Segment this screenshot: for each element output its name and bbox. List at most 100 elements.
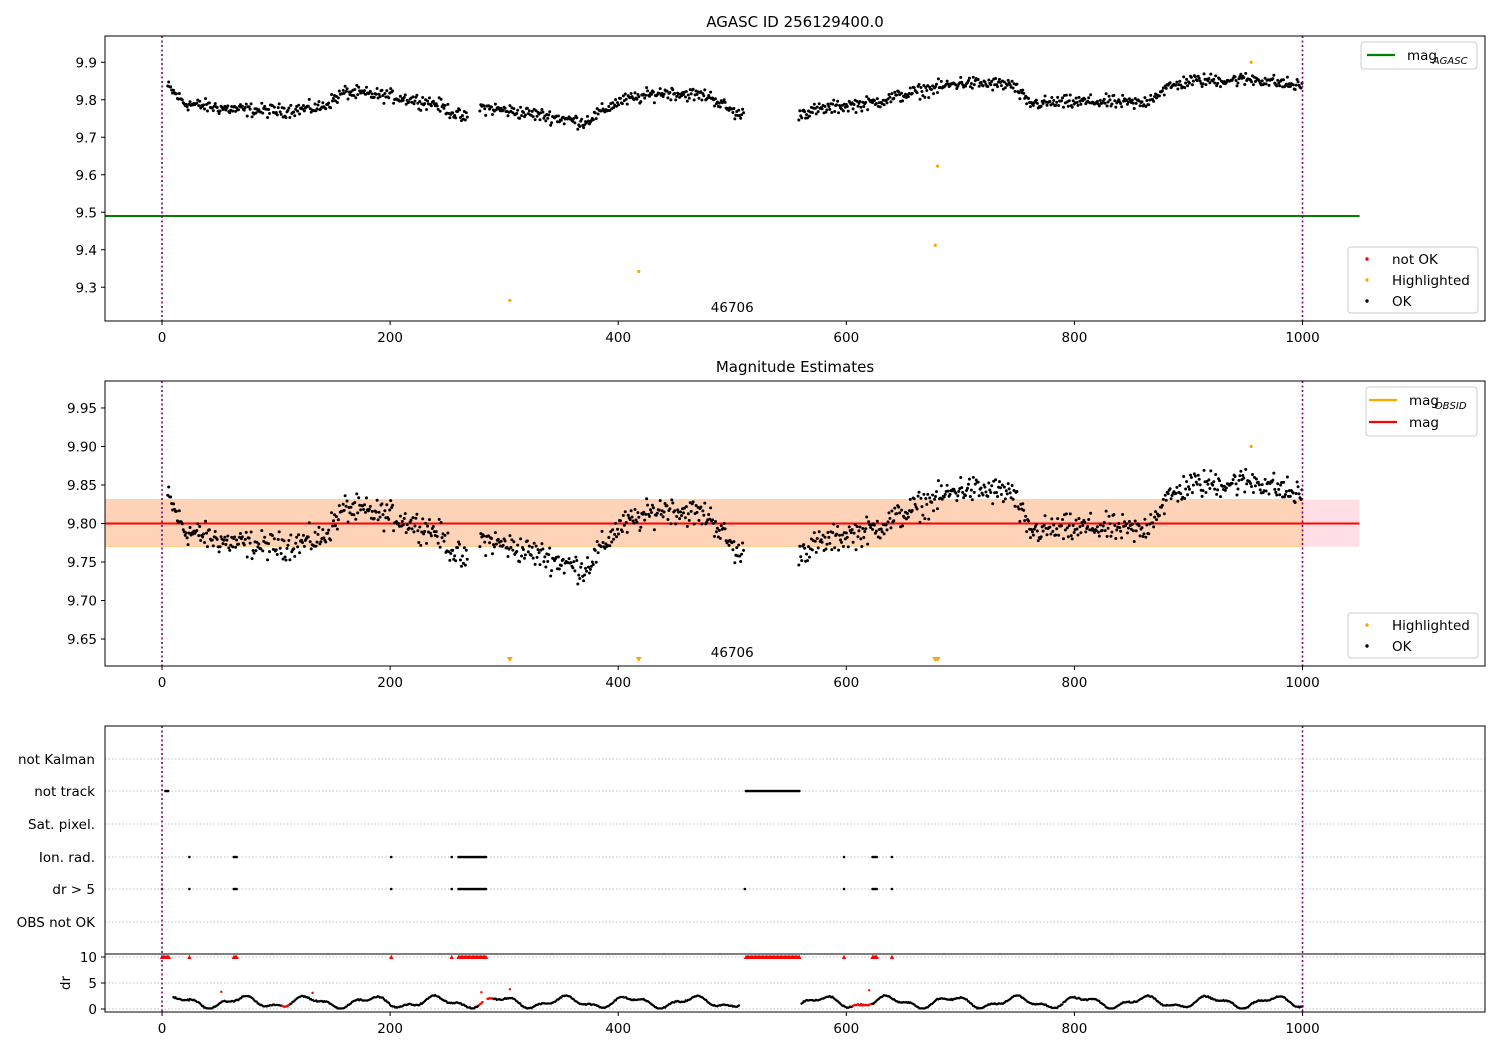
ok-point [188,526,192,530]
ok-point [248,541,252,545]
ok-point [376,518,380,522]
ok-point [364,85,368,89]
ok-point [1198,79,1202,83]
ok-point [1121,93,1125,97]
ok-point [301,533,305,537]
ok-point [1065,526,1069,530]
ok-point [283,555,287,559]
panel1-y-tick-label: 9.4 [76,243,97,259]
ok-point [651,90,655,94]
ok-point [511,111,515,115]
ok-point [275,553,279,557]
ok-point [671,501,675,505]
ok-point [1005,83,1009,87]
ok-point [343,84,347,88]
ok-point [1251,490,1255,494]
ok-point [259,547,263,551]
ok-point [576,127,580,131]
ok-point [252,551,256,555]
ok-point [604,542,608,546]
ok-point [510,538,514,542]
ok-point [1237,478,1241,482]
dr-ok-point [290,1002,293,1005]
ok-point [1233,475,1237,479]
ok-point [1134,529,1138,533]
ok-point [712,534,716,538]
ok-point [1027,519,1031,523]
ok-point [218,109,222,113]
ok-point [931,84,935,88]
ok-point [1034,522,1038,526]
ok-point [1035,101,1039,105]
ok-point [307,521,311,525]
ok-point [635,520,639,524]
ok-point [814,112,818,116]
ok-point [585,114,589,118]
ok-point [817,530,821,534]
ok-point [383,509,387,513]
ok-point [803,110,807,114]
dr-not-ok-point [480,991,483,994]
ok-point [488,107,492,111]
ok-point [1083,97,1087,101]
ok-point [334,515,338,519]
ok-point [917,490,921,494]
ok-point [799,555,803,559]
ok-point [1119,102,1123,106]
ok-point [464,548,468,552]
ok-point [1275,493,1279,497]
ok-point [204,97,208,101]
ok-point [648,514,652,518]
ok-point [345,87,349,91]
ok-point [401,523,405,527]
ok-point [969,488,973,492]
ok-point [1078,99,1082,103]
ok-point [501,543,505,547]
ok-point [908,497,912,501]
ok-point [835,532,839,536]
ok-point [866,542,870,546]
ok-point [851,540,855,544]
ok-point [1050,517,1054,521]
ok-point [732,107,736,111]
ok-point [372,95,376,99]
ok-point [927,96,931,100]
ok-point [892,96,896,100]
ok-point [936,479,940,483]
ok-point [648,94,652,98]
ok-point [520,554,524,558]
ok-point [435,104,439,108]
ok-point [1212,480,1216,484]
ok-point [429,534,433,538]
ok-point [618,96,622,100]
ok-point [248,107,252,111]
ok-point [646,503,650,507]
ok-point [443,104,447,108]
ok-point [538,118,542,122]
panel1-legend-point-marker [1365,278,1369,282]
ok-point [977,84,981,88]
ok-point [806,116,810,120]
ok-point [1234,482,1238,486]
ok-point [1119,529,1123,533]
ok-point [616,527,620,531]
panel2-legend-bottom-box [1347,612,1479,659]
ok-point [1178,79,1182,83]
ok-point [413,524,417,528]
ok-point [812,102,816,106]
ok-point [274,111,278,115]
ok-point [856,104,860,108]
panel1-legend-point-label: not OK [1392,252,1439,268]
ok-point [966,482,970,486]
ok-point [1067,524,1071,528]
ok-point [415,512,419,516]
ok-point [491,543,495,547]
ok-point [1179,492,1183,496]
ok-point [428,531,432,535]
ok-point [644,93,648,97]
ok-point [977,494,981,498]
ok-point [998,486,1002,490]
ok-point [855,99,859,103]
ok-point [573,121,577,125]
ok-point [556,555,560,559]
